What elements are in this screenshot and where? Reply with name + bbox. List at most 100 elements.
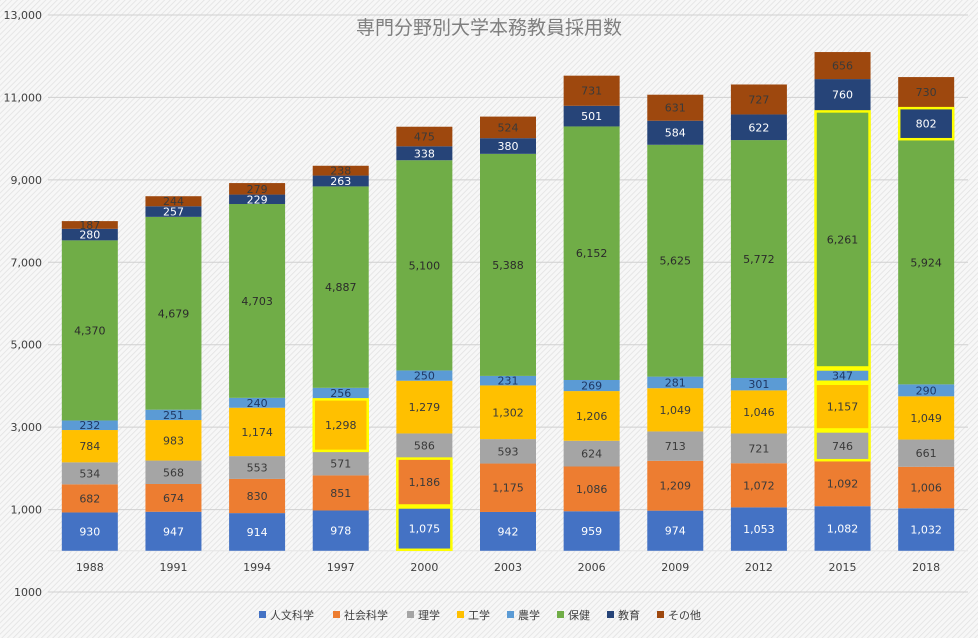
legend-swatch: [259, 611, 266, 618]
y-tick-label: 1,000: [11, 504, 43, 517]
data-label: 959: [581, 525, 602, 538]
bar-segment: [647, 431, 704, 461]
x-tick-label: 2006: [578, 561, 606, 574]
data-label: 727: [748, 93, 769, 106]
bar-segment: [563, 440, 620, 467]
data-label: 240: [247, 397, 268, 410]
bar-segment: [898, 77, 955, 108]
highlight-box: [312, 398, 369, 453]
bar-segment: [730, 140, 787, 378]
bar-segment: [312, 165, 369, 176]
bar-segment: [480, 153, 536, 376]
bar-segment: [229, 513, 286, 551]
data-label: 1,186: [409, 476, 441, 489]
highlight-box: [814, 382, 871, 431]
legend-swatch: [607, 611, 614, 618]
bar-segment: [61, 240, 118, 421]
data-label: 1,092: [827, 478, 859, 491]
data-label: 1,006: [910, 482, 942, 495]
bar-segment: [396, 433, 453, 458]
bar-segment: [145, 483, 202, 512]
data-label: 1,157: [827, 401, 859, 414]
chart-title: 専門分野別大学本務教員採用数: [356, 17, 622, 39]
legend-swatch: [507, 611, 514, 618]
bar-segment: [814, 430, 871, 462]
bar-segment: [61, 228, 118, 241]
bar-segment: [814, 382, 871, 431]
bar-segment: [730, 114, 787, 141]
data-label: 229: [247, 193, 268, 206]
x-axis-tick-labels: 1988 1991 1994 1997 2000 2003 2006 2009 2012 2015…: [76, 561, 940, 574]
data-label: 301: [748, 378, 769, 391]
data-label: 746: [832, 440, 853, 453]
data-label: 584: [665, 127, 686, 140]
data-label: 1,086: [576, 483, 608, 496]
bar-segment: [61, 462, 118, 485]
bar-segment: [145, 420, 202, 461]
bar-segment: [396, 146, 453, 161]
data-label: 593: [498, 445, 519, 458]
bar-segment: [312, 387, 369, 399]
data-label: 534: [79, 467, 100, 480]
bar-segment: [898, 396, 955, 440]
bar-segment: [480, 375, 536, 386]
legend-swatch: [457, 611, 464, 618]
y-tick-label: 9,000: [11, 174, 43, 187]
bar-segment: [145, 196, 202, 207]
bar-segment: [480, 385, 536, 440]
data-label: 656: [832, 60, 853, 73]
data-label: 4,703: [241, 295, 273, 308]
bar-segment: [563, 391, 620, 441]
y-tick-label: 11,000: [4, 91, 43, 104]
bar-segment: [647, 460, 704, 511]
bar-segment: [563, 511, 620, 551]
y-axis-tick-labels: 1000 1,000 3,000 5,000 7,000 9,000 11,000 13,00…: [4, 9, 43, 599]
data-label: 238: [330, 165, 351, 178]
legend-item: 工学: [457, 608, 490, 622]
data-label: 4,679: [158, 307, 190, 320]
data-label: 231: [498, 375, 519, 388]
x-tick-label: 2015: [829, 561, 857, 574]
data-label: 256: [330, 387, 351, 400]
bar-segment: [647, 144, 704, 377]
legend-label: 保健: [568, 608, 590, 622]
bar-segment: [480, 439, 536, 464]
legend-item: その他: [657, 609, 701, 622]
bar-segment: [312, 175, 369, 187]
data-label: 802: [916, 118, 937, 131]
bar-segment: [396, 160, 453, 371]
data-label: 269: [581, 380, 602, 393]
x-tick-label: 1991: [159, 561, 187, 574]
data-label: 1,302: [492, 406, 524, 419]
data-label: 586: [414, 440, 435, 453]
legend-item: 理学: [407, 608, 440, 622]
data-label: 721: [748, 442, 769, 455]
bar-segment: [396, 126, 453, 147]
data-label: 281: [665, 376, 686, 389]
data-label: 6,152: [576, 247, 608, 260]
bar-segment: [647, 120, 704, 145]
bar-segment: [61, 512, 118, 551]
data-label: 1,049: [660, 404, 692, 417]
bar-segment: [229, 407, 286, 457]
bar-segment: [480, 116, 536, 139]
y-tick-label: 7,000: [11, 256, 43, 269]
data-label: 380: [498, 140, 519, 153]
highlight-box: [897, 106, 955, 141]
data-label: 682: [79, 492, 100, 505]
legend-label: 社会科学: [344, 608, 388, 622]
bar-segment: [563, 379, 620, 392]
bar-segment: [898, 439, 955, 467]
data-label: 1,298: [325, 419, 357, 432]
data-label: 914: [247, 526, 268, 539]
bar-segment: [312, 186, 369, 388]
bar-segment: [730, 507, 787, 551]
x-tick-label: 2018: [912, 561, 940, 574]
data-label: 661: [916, 447, 937, 460]
data-label: 1,032: [910, 524, 942, 537]
data-label: 501: [581, 110, 602, 123]
bar-segment: [898, 140, 955, 385]
legend-swatch: [657, 611, 664, 618]
